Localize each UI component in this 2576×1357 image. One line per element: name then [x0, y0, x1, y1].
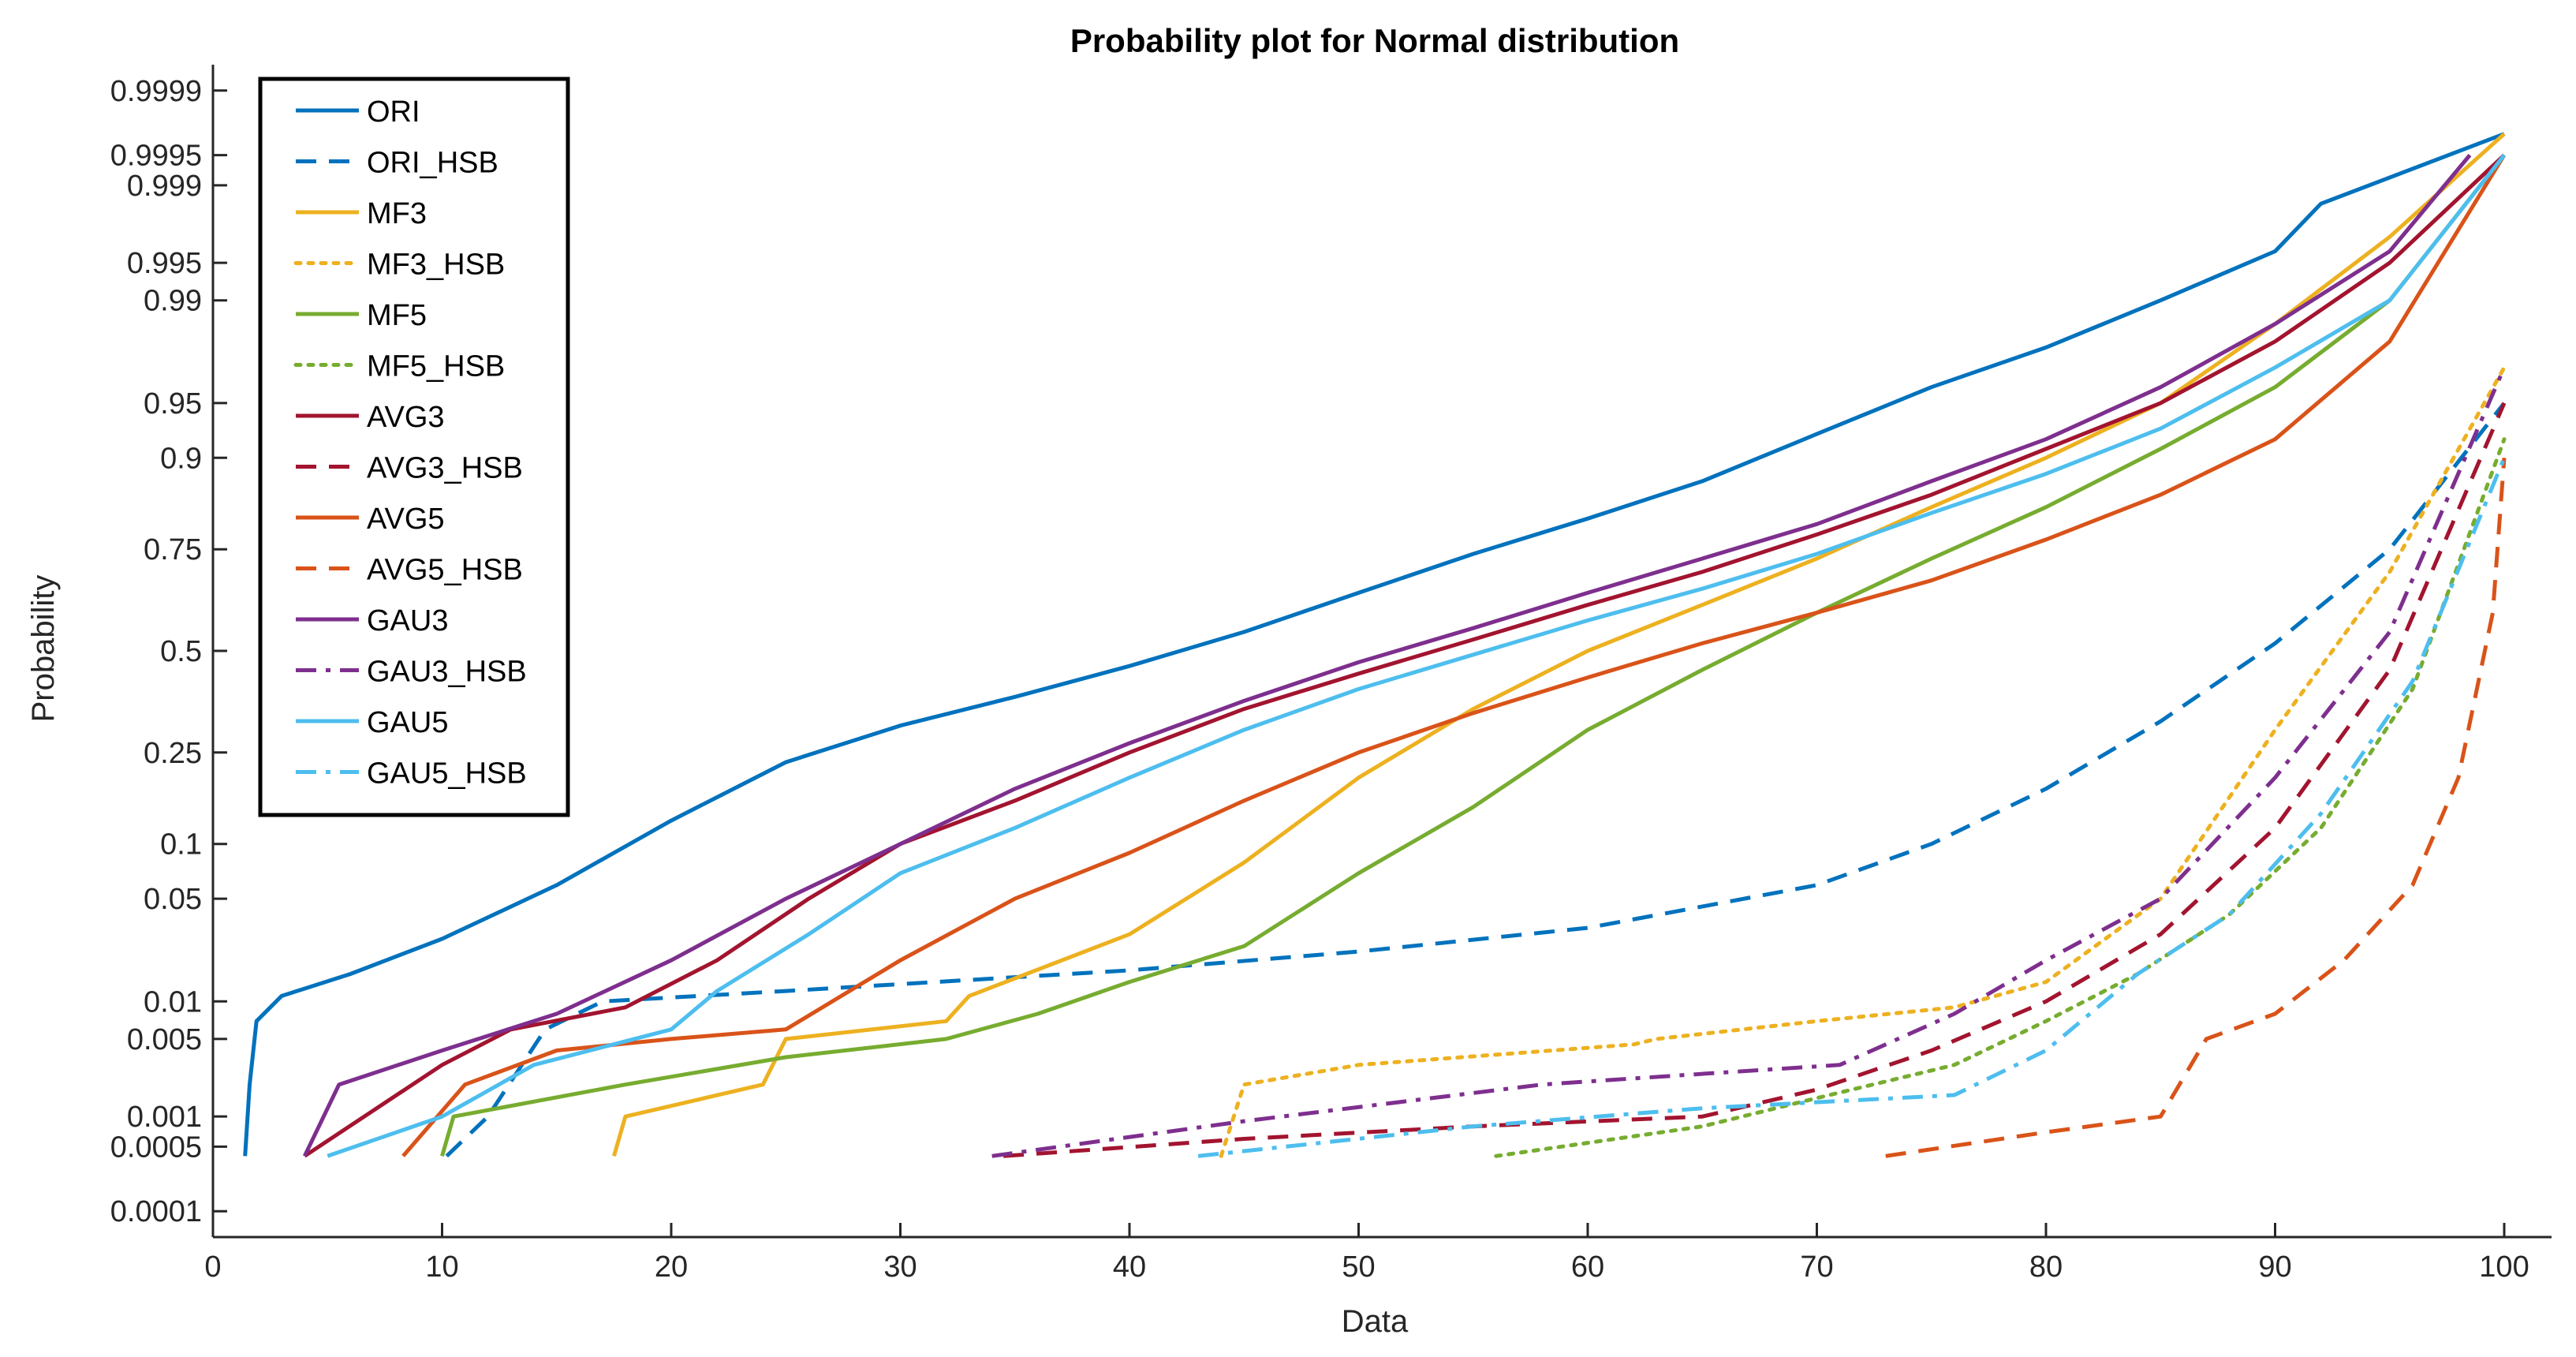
y-tick-label: 0.001 — [127, 1101, 202, 1134]
y-tick-label: 0.75 — [144, 533, 202, 566]
legend-label: AVG5 — [367, 503, 445, 536]
series-line-mf3-hsb — [1219, 365, 2507, 1158]
legend-label: AVG5_HSB — [367, 554, 523, 587]
legend-label: MF3 — [367, 197, 427, 230]
series-line-gau5-hsb — [1197, 457, 2507, 1158]
y-tick-label: 0.0005 — [110, 1131, 202, 1164]
legend: ORI ORI_HSB MF3 MF3_HSB MF5 MF5_HSB AVG3 AVG3_H… — [258, 77, 570, 817]
series-line-avg5 — [401, 154, 2507, 1157]
x-tick-label: 80 — [2029, 1250, 2063, 1284]
y-tick-label: 0.99 — [144, 285, 202, 318]
legend-label: GAU3 — [367, 604, 448, 637]
x-axis: 0 10 20 30 40 50 60 70 80 90 100 — [204, 1223, 2552, 1284]
y-tick-label: 0.999 — [127, 170, 202, 203]
chart-title: Probability plot for Normal distribution — [1070, 22, 1679, 59]
legend-label: MF5 — [367, 299, 427, 332]
series-line-gau5 — [327, 154, 2506, 1158]
x-tick-label: 20 — [655, 1250, 688, 1284]
legend-label: GAU3_HSB — [367, 656, 527, 689]
y-tick-label: 0.25 — [144, 737, 202, 770]
x-tick-label: 40 — [1113, 1250, 1146, 1284]
y-tick-label: 0.0001 — [110, 1195, 202, 1228]
y-tick-label: 0.05 — [144, 883, 202, 916]
x-tick-label: 90 — [2258, 1250, 2291, 1284]
y-tick-label: 0.5 — [160, 635, 202, 668]
series-line-mf3 — [611, 132, 2506, 1157]
y-tick-label: 0.9995 — [110, 140, 202, 173]
y-tick-label: 0.1 — [160, 828, 202, 862]
x-tick-label: 100 — [2479, 1250, 2529, 1284]
series-line-mf5-hsb — [1494, 437, 2507, 1158]
legend-label: ORI_HSB — [367, 147, 498, 180]
series-line-gau3 — [302, 153, 2472, 1157]
legend-label: GAU5_HSB — [367, 757, 527, 791]
y-tick-label: 0.995 — [127, 247, 202, 280]
legend-label: GAU5 — [367, 706, 448, 739]
y-axis-label: Probability — [26, 575, 61, 723]
x-tick-label: 30 — [883, 1250, 917, 1284]
x-axis-label: Data — [1342, 1304, 1409, 1339]
series-line-avg5-hsb — [1885, 458, 2507, 1158]
legend-label: ORI — [367, 95, 420, 129]
x-tick-label: 60 — [1571, 1250, 1604, 1284]
legend-box — [258, 77, 570, 817]
y-tick-label: 0.01 — [144, 985, 202, 1019]
x-tick-label: 0 — [204, 1250, 221, 1284]
x-tick-label: 50 — [1342, 1250, 1375, 1284]
y-tick-label: 0.9999 — [110, 75, 202, 108]
legend-label: MF3_HSB — [367, 249, 505, 282]
y-tick-label: 0.95 — [144, 387, 202, 421]
y-tick-label: 0.9 — [160, 442, 202, 475]
series-line-ori — [243, 132, 2505, 1157]
series-line-gau3-hsb — [991, 366, 2507, 1158]
legend-label: AVG3 — [367, 401, 445, 434]
series-line-mf5 — [440, 154, 2506, 1157]
y-tick-label: 0.005 — [127, 1023, 202, 1056]
x-tick-label: 70 — [1800, 1250, 1833, 1284]
series-group — [243, 132, 2507, 1158]
legend-label: AVG3_HSB — [367, 452, 523, 485]
series-line-avg3-hsb — [1003, 402, 2507, 1158]
legend-label: MF5_HSB — [367, 350, 505, 383]
series-line-avg3 — [303, 153, 2506, 1158]
x-tick-label: 10 — [425, 1250, 458, 1284]
